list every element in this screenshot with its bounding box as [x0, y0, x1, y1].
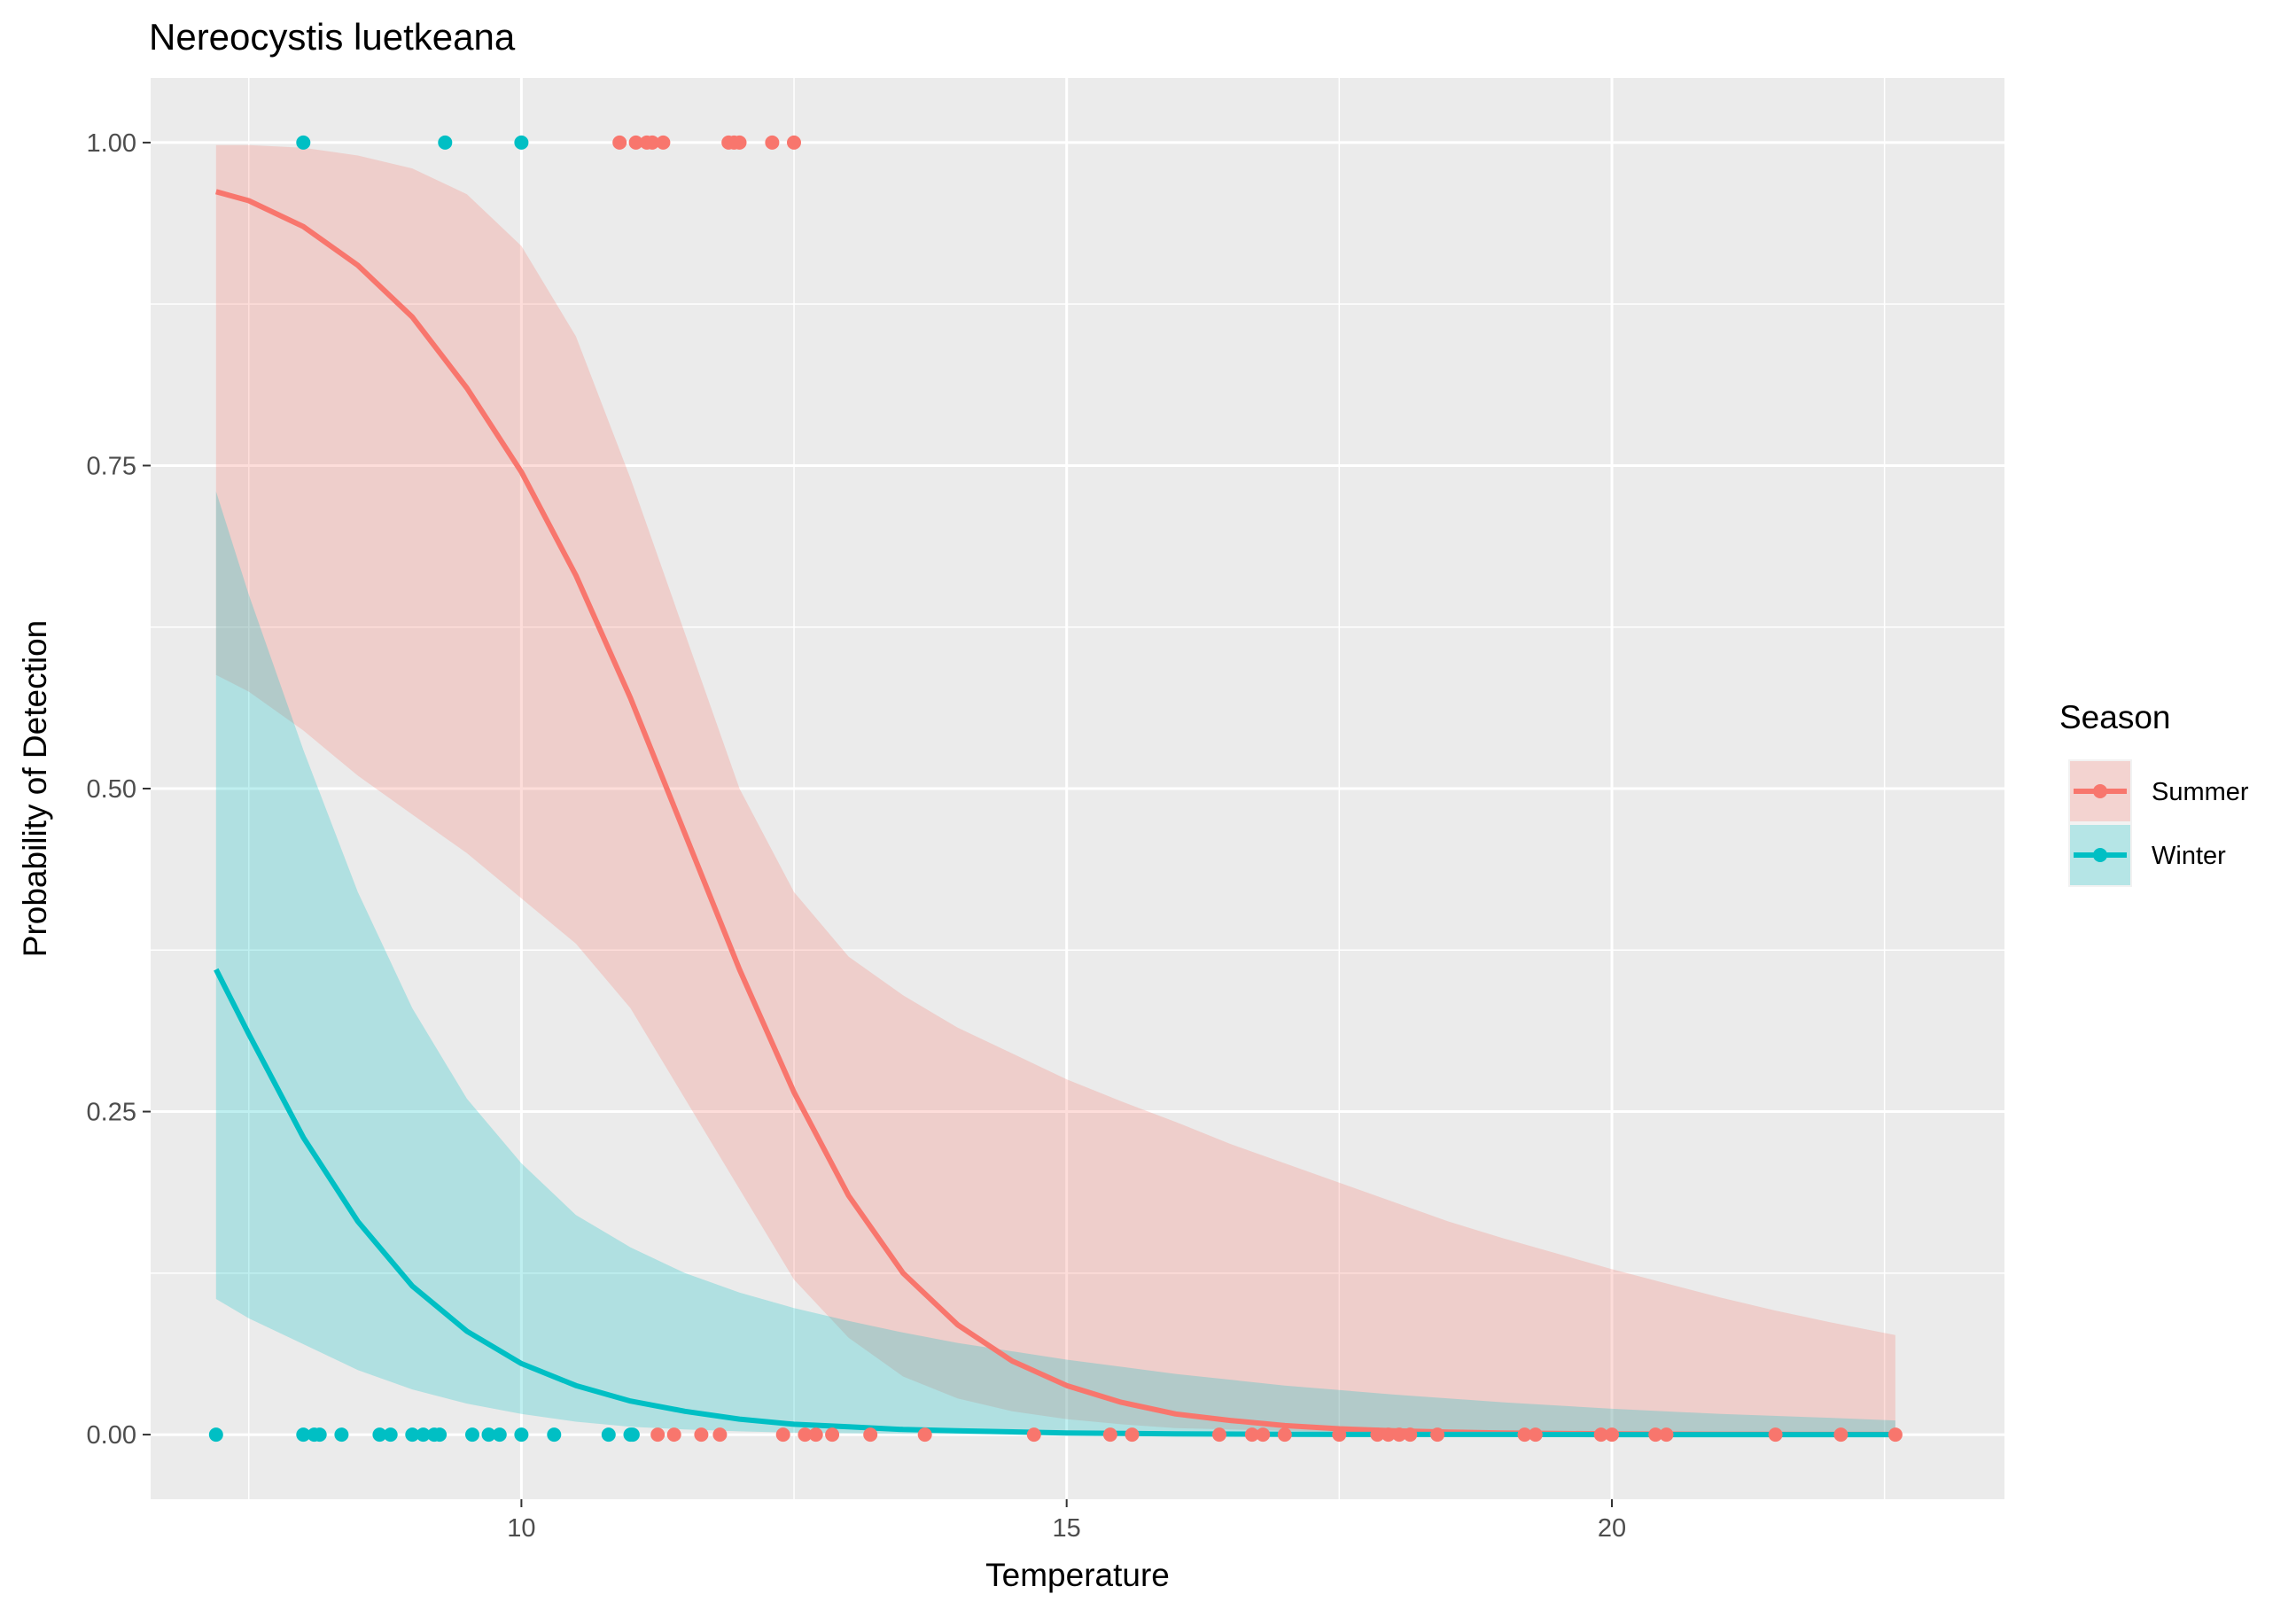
point-winter [372, 1427, 387, 1443]
point-summer [1593, 1427, 1608, 1443]
y-tick-label: 1.00 [87, 129, 136, 158]
point-winter [465, 1427, 479, 1443]
point-summer [1659, 1427, 1674, 1443]
point-summer [628, 135, 643, 150]
legend: Season Summer Winter [2059, 699, 2249, 887]
point-summer [656, 135, 671, 150]
point-winter [296, 135, 311, 150]
y-tick-label: 0.25 [87, 1099, 136, 1127]
point-summer [1277, 1427, 1292, 1443]
point-winter [432, 1427, 448, 1443]
point-winter [312, 1427, 327, 1443]
confidence-ribbons [215, 144, 1895, 1435]
point-summer [1648, 1427, 1663, 1443]
point-summer [1332, 1427, 1347, 1443]
x-tick-label: 20 [1598, 1514, 1626, 1543]
ci-ribbon-winter [215, 491, 1895, 1435]
data-points [208, 135, 1903, 1443]
point-winter [481, 1427, 496, 1443]
point-summer [863, 1427, 878, 1443]
point-summer [650, 1427, 665, 1443]
point-summer [808, 1427, 823, 1443]
point-winter [296, 1427, 311, 1443]
legend-key-winter [2068, 823, 2132, 887]
point-summer [1768, 1427, 1783, 1443]
point-winter [208, 1427, 223, 1443]
point-winter [334, 1427, 349, 1443]
point-winter [416, 1427, 431, 1443]
y-axis-title: Probability of Detection [17, 620, 53, 957]
point-summer [1528, 1427, 1543, 1443]
point-summer [765, 135, 780, 150]
point-summer [1244, 1427, 1259, 1443]
legend-label-winter: Winter [2152, 842, 2226, 870]
point-winter [383, 1427, 398, 1443]
y-tick-label: 0.50 [87, 775, 136, 804]
point-summer [1125, 1427, 1140, 1443]
point-summer [775, 1427, 790, 1443]
x-tick-label: 10 [507, 1514, 535, 1543]
x-tick-label: 15 [1053, 1514, 1081, 1543]
point-summer [1605, 1427, 1619, 1443]
point-summer [917, 1427, 932, 1443]
point-summer [1403, 1427, 1418, 1443]
point-summer [732, 135, 747, 150]
point-summer [1026, 1427, 1041, 1443]
point-summer [1212, 1427, 1226, 1443]
legend-title: Season [2059, 699, 2171, 735]
point-winter [514, 1427, 529, 1443]
point-summer [825, 1427, 840, 1443]
legend-key-point [2093, 784, 2107, 798]
point-summer [798, 1427, 813, 1443]
point-summer [1833, 1427, 1848, 1443]
point-summer [1392, 1427, 1406, 1443]
point-summer [1430, 1427, 1445, 1443]
point-summer [712, 1427, 728, 1443]
y-tick-label: 0.75 [87, 452, 136, 480]
point-summer [666, 1427, 681, 1443]
legend-label-summer: Summer [2152, 778, 2249, 806]
point-summer [1887, 1427, 1903, 1443]
y-axis: 0.00 0.25 0.50 0.75 1.00 [87, 129, 151, 1450]
legend-key-point [2093, 848, 2107, 862]
x-axis: 10 15 20 [507, 1499, 1626, 1543]
point-summer [645, 135, 660, 150]
point-winter [492, 1427, 507, 1443]
point-winter [514, 135, 529, 150]
x-axis-title: Temperature [985, 1557, 1170, 1593]
point-summer [1370, 1427, 1385, 1443]
legend-key-summer [2068, 759, 2132, 823]
point-summer [1102, 1427, 1117, 1443]
point-summer [1381, 1427, 1396, 1443]
point-winter [625, 1427, 640, 1443]
point-summer [612, 135, 627, 150]
point-summer [1517, 1427, 1532, 1443]
y-tick-label: 0.00 [87, 1421, 136, 1450]
ci-ribbon-summer [215, 144, 1895, 1435]
point-winter [438, 135, 453, 150]
point-winter [547, 1427, 562, 1443]
point-summer [1256, 1427, 1271, 1443]
point-winter [405, 1427, 420, 1443]
chart-title: Nereocystis luetkeana [149, 16, 516, 58]
point-summer [787, 135, 801, 150]
point-winter [601, 1427, 616, 1443]
point-summer [694, 1427, 709, 1443]
